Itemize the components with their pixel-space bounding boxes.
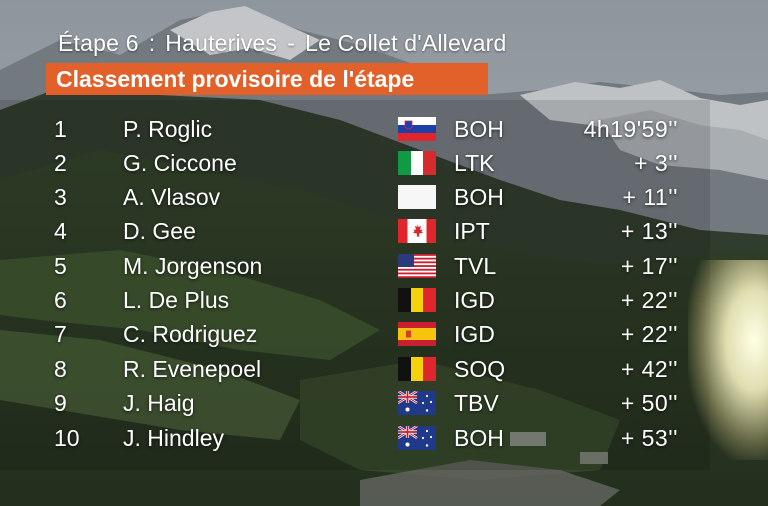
rider-name: G. Ciccone	[123, 150, 237, 176]
classification-banner: Classement provisoire de l'étape	[46, 63, 488, 95]
rank: 8	[54, 356, 67, 382]
table-row: 1 P. Roglic BOH 4h19'59''	[0, 111, 700, 145]
team-code: BOH	[454, 425, 504, 451]
usa-flag-icon	[398, 254, 436, 278]
blank-flag-icon	[398, 185, 436, 209]
rank: 10	[54, 425, 80, 451]
stage-separator: :	[148, 30, 156, 56]
time-gap: + 11''	[622, 184, 678, 210]
team-code: SOQ	[454, 356, 506, 382]
sun-glare	[688, 260, 768, 460]
table-row: 7 C. Rodriguez IGD + 22''	[0, 316, 700, 350]
canada-flag-icon	[398, 219, 436, 243]
table-row: 10 J. Hindley BOH + 53''	[0, 420, 700, 454]
table-row: 3 A. Vlasov BOH + 11''	[0, 179, 700, 213]
italy-flag-icon	[398, 151, 436, 175]
team-code: TVL	[454, 253, 497, 279]
rider-name: L. De Plus	[123, 287, 230, 313]
stage-finish: Le Collet d'Allevard	[305, 30, 507, 56]
team-code: IGD	[454, 287, 495, 313]
rider-name: A. Vlasov	[123, 184, 221, 210]
stage-number: Étape 6	[58, 30, 139, 56]
australia-flag-icon	[398, 426, 436, 450]
belgium-flag-icon	[398, 288, 436, 312]
team-code: IGD	[454, 321, 495, 347]
time-gap: + 42''	[620, 356, 678, 382]
table-row: 4 D. Gee IPT + 13''	[0, 213, 700, 247]
rank: 5	[54, 253, 67, 279]
team-code: LTK	[454, 150, 495, 176]
slovenia-flag-icon	[398, 117, 436, 141]
team-code: IPT	[454, 218, 490, 244]
stage-title: Étape 6: Hauterives - Le Collet d'Allevard	[58, 30, 507, 57]
table-row: 5 M. Jorgenson TVL + 17''	[0, 248, 700, 282]
route-separator: -	[287, 30, 296, 56]
rider-name: J. Hindley	[123, 425, 224, 451]
rider-name: P. Roglic	[123, 116, 213, 142]
rank: 4	[54, 218, 67, 244]
table-row: 9 J. Haig TBV + 50''	[0, 385, 700, 419]
rank: 2	[54, 150, 67, 176]
belgium-flag-icon	[398, 357, 436, 381]
table-row: 6 L. De Plus IGD + 22''	[0, 282, 700, 316]
time-gap: + 50''	[620, 390, 678, 416]
time-gap: + 22''	[620, 287, 678, 313]
rider-name: R. Evenepoel	[123, 356, 262, 382]
table-row: 8 R. Evenepoel SOQ + 42''	[0, 351, 700, 385]
team-code: TBV	[454, 390, 499, 416]
classification-title: Classement provisoire de l'étape	[56, 66, 415, 92]
team-code: BOH	[454, 116, 504, 142]
time-gap: + 17''	[620, 253, 678, 279]
rank: 6	[54, 287, 67, 313]
stage-start: Hauterives	[165, 30, 278, 56]
time-gap: + 3''	[634, 150, 678, 176]
rank: 7	[54, 321, 67, 347]
team-code: BOH	[454, 184, 504, 210]
rider-name: J. Haig	[123, 390, 195, 416]
rider-name: M. Jorgenson	[123, 253, 263, 279]
rider-name: D. Gee	[123, 218, 196, 244]
finish-time: 4h19'59''	[583, 116, 678, 142]
rider-name: C. Rodriguez	[123, 321, 258, 347]
rank: 1	[54, 116, 67, 142]
rank: 9	[54, 390, 67, 416]
australia-flag-icon	[398, 391, 436, 415]
time-gap: + 53''	[620, 425, 678, 451]
time-gap: + 13''	[620, 218, 678, 244]
table-row: 2 G. Ciccone LTK + 3''	[0, 145, 700, 179]
time-gap: + 22''	[620, 321, 678, 347]
spain-flag-icon	[398, 322, 436, 346]
rank: 3	[54, 184, 67, 210]
